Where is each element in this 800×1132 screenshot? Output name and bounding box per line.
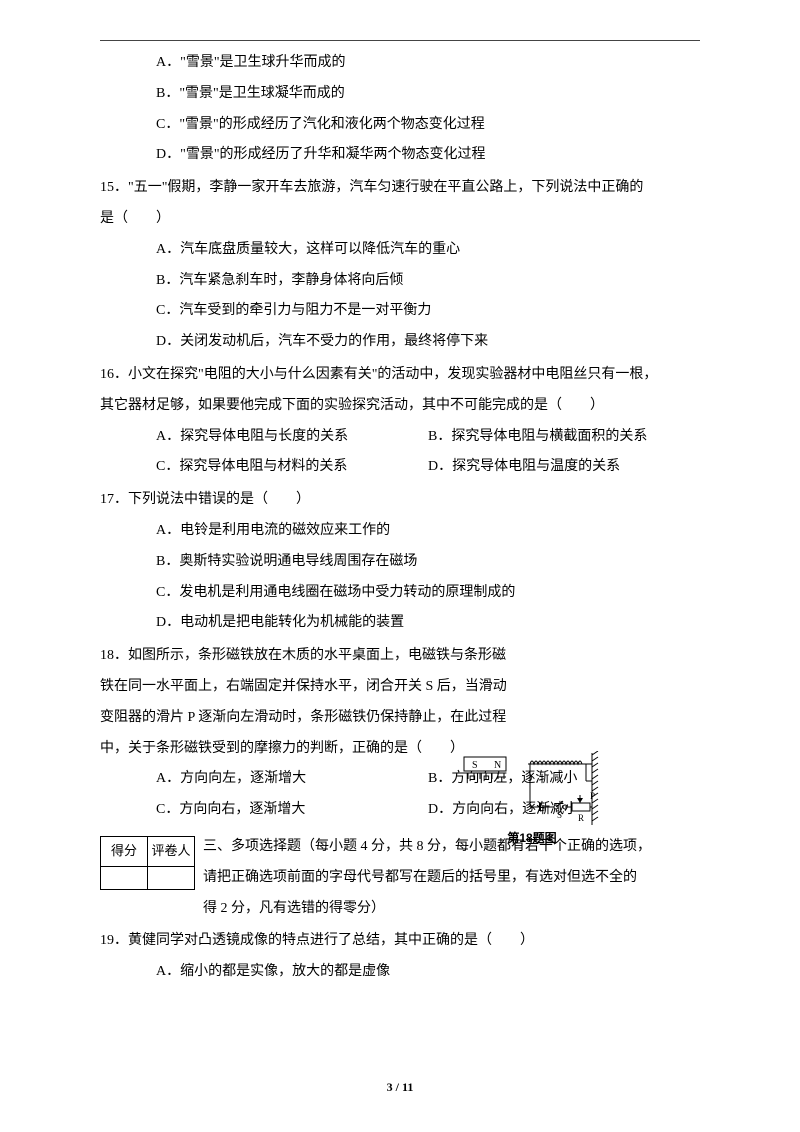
q18-stem-3: 变阻器的滑片 P 逐渐向左滑动时，条形磁铁仍保持静止，在此过程 — [100, 703, 530, 734]
q15-opt-d: D．关闭发动机后，汽车不受力的作用，最终将停下来 — [100, 327, 700, 358]
score-hdr-b: 评卷人 — [148, 836, 195, 866]
page-sep: / — [393, 1080, 402, 1094]
q15-opt-a: A．汽车底盘质量较大，这样可以降低汽车的重心 — [100, 235, 700, 266]
fig-r-label: R — [578, 813, 584, 823]
q18-stem-1: 18．如图所示，条形磁铁放在木质的水平桌面上，电磁铁与条形磁 — [100, 641, 530, 672]
q16-opt-c: C．探究导体电阻与材料的关系 — [156, 452, 428, 483]
fig-n-label: N — [494, 760, 501, 771]
section3-line3: 得 2 分，凡有选错的得零分） — [203, 894, 700, 925]
section3-line2: 请把正确选项前面的字母代号都写在题后的括号里，有选对但选不全的 — [203, 863, 700, 894]
q17-opt-d: D．电动机是把电能转化为机械能的装置 — [100, 608, 700, 639]
section-3-header: 得分评卷人 三、多项选择题（每小题 4 分，共 8 分，每小题都有若干个正确的选… — [100, 832, 700, 924]
q16-opt-d: D．探究导体电阻与温度的关系 — [428, 452, 700, 483]
q17-opt-a: A．电铃是利用电流的磁效应来工作的 — [100, 516, 700, 547]
score-cell-a — [101, 866, 148, 889]
fig-s-label: S — [472, 760, 478, 771]
q18-opts-row2: C．方向向右，逐渐增大 D．方向向右，逐渐减小 — [100, 795, 700, 826]
score-table: 得分评卷人 — [100, 836, 195, 890]
fig-p-label: P — [590, 791, 595, 801]
page-footer: 3 / 11 — [0, 1074, 800, 1100]
q16-stem-1: 16．小文在探究"电阻的大小与什么因素有关"的活动中，发现实验器材中电阻丝只有一… — [100, 360, 700, 391]
section3-line1: 三、多项选择题（每小题 4 分，共 8 分，每小题都有若干个正确的选项， — [203, 832, 700, 863]
top-rule — [100, 40, 700, 41]
q15-stem-1: 15．"五一"假期，李静一家开车去旅游，汽车匀速行驶在平直公路上，下列说法中正确… — [100, 173, 700, 204]
q16-opts-row1: A．探究导体电阻与长度的关系 B．探究导体电阻与横截面积的关系 — [100, 422, 700, 453]
q18-circuit-icon: S N S P R — [462, 751, 602, 829]
score-hdr-a: 得分 — [101, 836, 148, 866]
q15-opt-b: B．汽车紧急刹车时，李静身体将向后倾 — [100, 266, 700, 297]
q18-stem-2: 铁在同一水平面上，右端固定并保持水平，闭合开关 S 后，当滑动 — [100, 672, 530, 703]
q16-opt-a: A．探究导体电阻与长度的关系 — [156, 422, 428, 453]
q19-opt-a: A．缩小的都是实像，放大的都是虚像 — [100, 957, 700, 988]
q17-stem: 17．下列说法中错误的是（ ） — [100, 485, 700, 516]
q18-opt-a: A．方向向左，逐渐增大 — [156, 764, 428, 795]
q18-fig-caption: 第18题图 — [462, 831, 602, 845]
q14-opt-a: A．"雪景"是卫生球升华而成的 — [100, 48, 700, 79]
q18-opts-row1: A．方向向左，逐渐增大 B．方向向左，逐渐减小 — [100, 764, 700, 795]
q15-stem-2: 是（ ） — [100, 204, 700, 235]
q16-stem-2: 其它器材足够，如果要他完成下面的实验探究活动，其中不可能完成的是（ ） — [100, 391, 700, 422]
score-cell-b — [148, 866, 195, 889]
q16-opt-b: B．探究导体电阻与横截面积的关系 — [428, 422, 700, 453]
q18-figure: S N S P R — [462, 751, 602, 845]
fig-switch-label: S — [557, 810, 562, 820]
page-total: 11 — [402, 1080, 413, 1094]
q17-opt-b: B．奥斯特实验说明通电导线周围存在磁场 — [100, 547, 700, 578]
q14-opt-d: D．"雪景"的形成经历了升华和凝华两个物态变化过程 — [100, 140, 700, 171]
q14-opt-c: C．"雪景"的形成经历了汽化和液化两个物态变化过程 — [100, 110, 700, 141]
q19-stem: 19．黄健同学对凸透镜成像的特点进行了总结，其中正确的是（ ） — [100, 926, 700, 957]
q17-opt-c: C．发电机是利用通电线圈在磁场中受力转动的原理制成的 — [100, 578, 700, 609]
page-body: A．"雪景"是卫生球升华而成的 B．"雪景"是卫生球凝华而成的 C．"雪景"的形… — [100, 48, 700, 988]
q16-opts-row2: C．探究导体电阻与材料的关系 D．探究导体电阻与温度的关系 — [100, 452, 700, 483]
q15-opt-c: C．汽车受到的牵引力与阻力不是一对平衡力 — [100, 296, 700, 327]
q18-opt-c: C．方向向右，逐渐增大 — [156, 795, 428, 826]
q14-opt-b: B．"雪景"是卫生球凝华而成的 — [100, 79, 700, 110]
